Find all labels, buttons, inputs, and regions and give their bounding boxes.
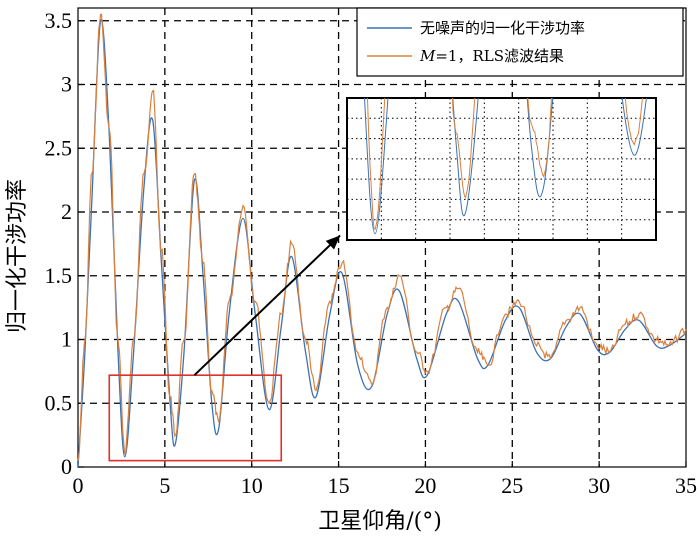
legend-entry-series-1: 无噪声的归一化干涉功率 [420,19,585,37]
x-tick-label-2: 10 [241,473,263,498]
inset-zoom [346,97,657,241]
inset-series-line-2 [366,98,643,231]
zoom-arrow-head [325,235,341,250]
legend-box [356,7,684,77]
legend-entry-series-2-var: M [419,47,436,65]
y-tick-label-5: 2.5 [45,135,73,160]
x-tick-label-7: 35 [675,473,697,498]
legend: 无噪声的归一化干涉功率 M=1，RLS滤波结果 [356,7,684,77]
axes: 0 5 10 15 20 25 30 35 0 0.5 1 1.5 2 2.5 3 3.5 [45,7,697,498]
series-line-2 [77,13,687,461]
y-tick-label-0: 0 [61,454,72,479]
x-axis-label: 卫星仰角/(°) [318,509,442,534]
annotations [108,234,341,462]
x-tick-label-1: 5 [159,473,170,498]
legend-entry-series-2: M=1，RLS滤波结果 [419,47,564,65]
zoom-arrow-line [193,234,341,376]
series-line-1 [77,19,687,468]
x-tick-label-4: 20 [414,473,436,498]
y-tick-label-7: 3.5 [45,8,73,33]
y-tick-label-4: 2 [61,199,72,224]
x-tick-label-3: 15 [328,473,350,498]
x-tick-label-0: 0 [73,473,84,498]
inset-series-line-1 [364,98,647,235]
y-tick-label-2: 1 [61,327,72,352]
y-tick-label-3: 1.5 [45,263,73,288]
y-tick-label-1: 0.5 [45,390,73,415]
y-axis-label: 归一化干涉功率 [5,179,30,333]
x-tick-label-5: 25 [501,473,523,498]
inset-frame [346,97,657,241]
legend-entry-series-2-rest: =1，RLS滤波结果 [435,47,564,65]
y-tick-label-6: 3 [61,72,72,97]
x-tick-label-6: 30 [588,473,610,498]
series-lines [77,13,687,468]
